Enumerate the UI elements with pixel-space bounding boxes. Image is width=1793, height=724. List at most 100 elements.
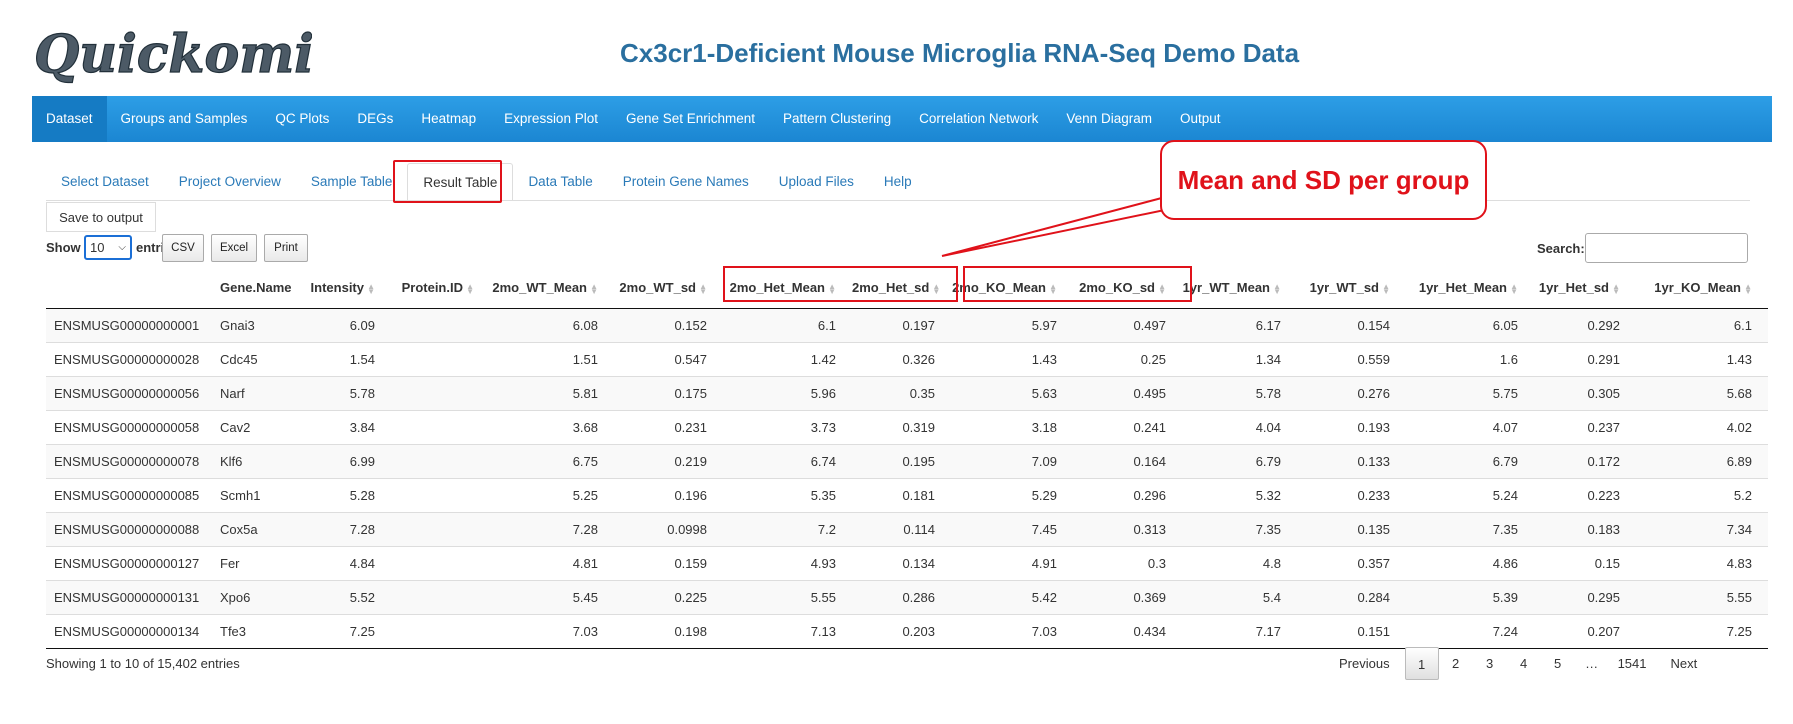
nav-item-expression-plot[interactable]: Expression Plot (504, 111, 598, 126)
tab-result-table[interactable]: Result Table (407, 163, 514, 201)
table-row[interactable]: ENSMUSG00000000028 Cdc45 1.54 1.51 0.547 1.42… (46, 341, 1768, 376)
table-row[interactable]: ENSMUSG00000000134 Tfe3 7.25 7.03 0.198 7.13 0… (46, 613, 1768, 649)
table-row[interactable]: ENSMUSG00000000131 Xpo6 5.52 5.45 0.225 5.55 0… (46, 579, 1768, 614)
table-cell: ENSMUSG00000000088 (46, 511, 212, 546)
excel-button[interactable]: Excel (211, 234, 257, 262)
column-header-1yr-wt-mean[interactable]: 1yr_WT_Mean ▲ ▼ (1182, 268, 1297, 309)
nav-item-groups-and-samples[interactable]: Groups and Samples (120, 111, 248, 126)
tab-data-table[interactable]: Data Table (528, 174, 593, 189)
nav-item-degs[interactable]: DEGs (357, 111, 394, 126)
column-header-2mo-wt-mean[interactable]: 2mo_WT_Mean ▲ ▼ (490, 268, 614, 309)
table-cell: ENSMUSG00000000127 (46, 545, 212, 580)
table-cell: 0.276 (1297, 375, 1406, 410)
table-cell: 1.6 (1406, 341, 1534, 376)
nav-item-dataset[interactable]: Dataset (32, 96, 107, 142)
column-header-label: 1yr_WT_sd (1309, 280, 1379, 296)
nav-item-gene-set-enrichment[interactable]: Gene Set Enrichment (625, 111, 756, 126)
table-cell: 5.28 (292, 477, 391, 512)
page-button-2[interactable]: 2 (1451, 656, 1460, 671)
table-cell (391, 579, 490, 614)
table-row[interactable]: ENSMUSG00000000085 Scmh1 5.28 5.25 0.196 5.35… (46, 477, 1768, 512)
table-cell: 0.207 (1534, 613, 1636, 649)
table-cell (391, 511, 490, 546)
nav-item-venn-diagram[interactable]: Venn Diagram (1066, 111, 1152, 126)
table-row[interactable]: ENSMUSG00000000127 Fer 4.84 4.81 0.159 4.93 0.… (46, 545, 1768, 580)
next-page-button[interactable]: Next (1670, 656, 1698, 671)
page-button-1541[interactable]: 1541 (1617, 656, 1647, 671)
tab-sample-table[interactable]: Sample Table (310, 174, 393, 189)
page-button-5[interactable]: 5 (1553, 656, 1562, 671)
nav-item-output[interactable]: Output (1179, 111, 1221, 126)
table-cell: 3.68 (490, 409, 614, 444)
column-header-2mo-wt-sd[interactable]: 2mo_WT_sd ▲ ▼ (614, 268, 723, 309)
table-row[interactable]: ENSMUSG00000000058 Cav2 3.84 3.68 0.231 3.73 0… (46, 409, 1768, 444)
column-header-1yr-ko-mean[interactable]: 1yr_KO_Mean ▲ ▼ (1636, 268, 1768, 309)
table-cell: 5.81 (490, 375, 614, 410)
sort-icon: ▲ ▼ (466, 281, 474, 296)
table-cell: 0.547 (614, 341, 723, 376)
table-cell: 0.114 (852, 511, 951, 546)
previous-page-button[interactable]: Previous (1339, 656, 1390, 671)
ko-columns-highlight (963, 266, 1192, 302)
page-button-4[interactable]: 4 (1519, 656, 1528, 671)
page-button-3[interactable]: 3 (1485, 656, 1494, 671)
tab-upload-files[interactable]: Upload Files (778, 174, 854, 189)
column-header-label: 2mo_Het_sd (852, 280, 930, 296)
table-cell: 0.295 (1534, 579, 1636, 614)
tab-protein-gene-names[interactable]: Protein Gene Names (622, 174, 749, 189)
column-header-id[interactable] (46, 268, 212, 309)
sort-icon: ▲ ▼ (932, 281, 941, 296)
tab-help[interactable]: Help (883, 174, 912, 189)
column-header-label: Protein.ID (401, 280, 463, 296)
table-cell: 7.03 (490, 613, 614, 649)
column-header-label: Gene.Name (220, 280, 292, 296)
sort-icon: ▲ ▼ (367, 281, 375, 296)
tab-select-dataset[interactable]: Select Dataset (61, 174, 149, 189)
nav-item-heatmap[interactable]: Heatmap (421, 111, 477, 126)
column-header-protein-id[interactable]: Protein.ID ▲ ▼ (391, 268, 490, 309)
table-row[interactable]: ENSMUSG00000000001 Gnai3 6.09 6.08 0.152 6.1 0… (46, 308, 1768, 342)
table-cell: 0.159 (614, 545, 723, 580)
column-header-1yr-het-sd[interactable]: 1yr_Het_sd ▲ ▼ (1534, 268, 1636, 309)
table-cell: 1.34 (1182, 341, 1297, 376)
table-cell: 0.0998 (614, 511, 723, 546)
table-cell: 0.152 (614, 308, 723, 342)
column-header-1yr-het-mean[interactable]: 1yr_Het_Mean ▲ ▼ (1406, 268, 1534, 309)
table-cell: 0.151 (1297, 613, 1406, 649)
table-row[interactable]: ENSMUSG00000000056 Narf 5.78 5.81 0.175 5.96 0… (46, 375, 1768, 410)
nav-item-pattern-clustering[interactable]: Pattern Clustering (783, 111, 892, 126)
result-table: Gene.Name▲▼Intensity▲▼Protein.ID▲▼2mo_WT… (46, 268, 1768, 649)
table-cell: Gnai3 (212, 308, 292, 342)
table-cell: Tfe3 (212, 613, 292, 649)
print-button[interactable]: Print (264, 234, 308, 262)
table-cell: 3.18 (951, 409, 1073, 444)
nav-item-qc-plots[interactable]: QC Plots (275, 111, 330, 126)
tab-project-overview[interactable]: Project Overview (178, 174, 281, 189)
column-header-1yr-wt-sd[interactable]: 1yr_WT_sd ▲ ▼ (1297, 268, 1406, 309)
table-cell: 5.78 (1182, 375, 1297, 410)
column-header-gene-name[interactable]: Gene.Name▲▼ (212, 268, 292, 309)
nav-item-correlation-network[interactable]: Correlation Network (919, 111, 1039, 126)
page-length-select[interactable]: 10 ⌵ (84, 235, 132, 260)
table-cell: 6.1 (1636, 308, 1768, 342)
csv-button[interactable]: CSV (162, 234, 204, 262)
svg-text:Quickomics: Quickomics (34, 24, 312, 85)
search-input[interactable] (1585, 233, 1748, 263)
page-button-1[interactable]: 1 (1404, 647, 1439, 680)
het-columns-highlight (723, 266, 958, 302)
table-cell: 7.17 (1182, 613, 1297, 649)
column-header-label: 1yr_WT_Mean (1182, 280, 1270, 296)
table-cell: 0.233 (1297, 477, 1406, 512)
table-cell: 0.326 (852, 341, 951, 376)
sort-icon: ▲ ▼ (1049, 281, 1057, 296)
table-cell: 0.313 (1073, 511, 1182, 546)
save-to-output-button[interactable]: Save to output (46, 202, 156, 232)
column-header-label: 1yr_KO_Mean (1654, 280, 1741, 296)
table-row[interactable]: ENSMUSG00000000078 Klf6 6.99 6.75 0.219 6.74 0… (46, 443, 1768, 478)
table-cell: 5.32 (1182, 477, 1297, 512)
column-header-label: Intensity (310, 280, 364, 296)
table-cell: 7.09 (951, 443, 1073, 478)
table-row[interactable]: ENSMUSG00000000088 Cox5a 7.28 7.28 0.0998 7.2… (46, 511, 1768, 546)
pagination: Previous 1 2 3 4 5 … 1541 Next (1330, 647, 1706, 680)
column-header-intensity[interactable]: Intensity ▲ ▼ (292, 268, 391, 309)
